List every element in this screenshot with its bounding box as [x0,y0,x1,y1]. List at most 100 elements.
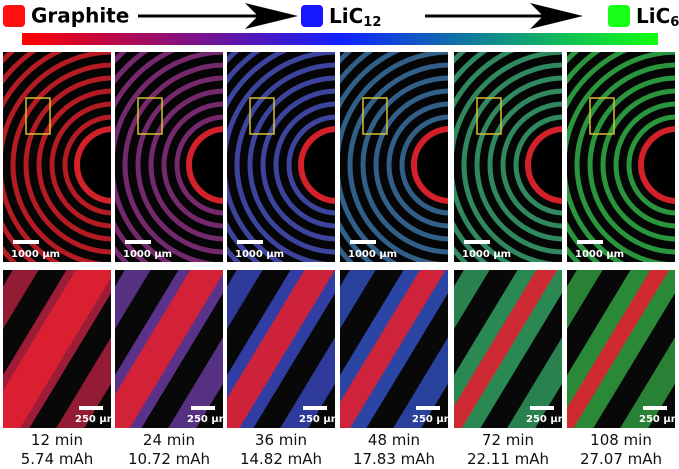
zoom-image: 250 µm [227,270,335,428]
core-ring [186,126,223,204]
capacity-label: 27.07 mAh [580,450,662,468]
scale-bar [13,240,39,244]
hole [81,133,111,197]
electrode-ring [273,101,335,229]
capacity-label: 14.82 mAh [240,450,322,468]
electrode-ring [247,75,335,255]
zoom-image: 250 µm [567,270,679,428]
overview-image: 1000 µm [567,52,675,262]
electrode-ring [122,62,223,262]
scale-bar [125,240,151,244]
color-gradient-bar [22,33,658,45]
core-ring [411,126,448,204]
scale-bar [350,240,376,244]
scale-label: 250 µm [187,414,229,425]
overview-image: 1000 µm [115,52,223,262]
legend-label: Graphite [31,4,129,28]
zoom-box [137,97,163,135]
legend-label: LiC12 [329,4,381,30]
electrode-ring [360,75,448,255]
overview-image: 1000 µm [454,52,562,262]
zoom-box [589,97,615,135]
scale-label: 1000 µm [11,249,60,260]
electrode-ring [36,88,111,242]
zoom-image: 250 µm [340,270,454,428]
scale-bar [303,406,327,410]
capacity-label: 22.11 mAh [467,450,549,468]
time-label: 12 min [31,431,83,449]
electrode-band [115,270,151,329]
electrode-ring [260,88,335,242]
electrode-ring [373,88,448,242]
scale-label: 250 µm [75,414,117,425]
electrode-ring [626,114,675,216]
zoom-image: 250 µm [3,270,117,428]
zoom-box [249,97,275,135]
electrode-band [454,270,558,428]
scale-bar [464,240,490,244]
electrode-band [3,270,39,329]
electrode-ring [234,62,335,262]
legend-subscript: 6 [670,15,679,30]
overview-image: 1000 µm [3,52,111,262]
legend-label-main: LiC [329,4,363,28]
electrode-ring [500,101,562,229]
time-label: 72 min [482,431,534,449]
electrode-ring [461,62,562,262]
core-ring [74,126,111,204]
electrode-ring [286,114,335,216]
electrode-ring [347,62,448,262]
electrode-band [340,270,446,428]
scale-bar [191,406,215,410]
electrode-band [227,270,263,329]
scale-bar [416,406,440,410]
scale-bar [643,406,667,410]
electrode-ring [148,88,223,242]
zoom-image: 250 µm [115,270,229,428]
electrode-ring [587,75,675,255]
hole [418,133,448,197]
scale-label: 250 µm [526,414,568,425]
electrode-band [567,270,670,428]
scale-label: 1000 µm [348,249,397,260]
electrode-ring [513,114,562,216]
hole [305,133,335,197]
legend-label-main: LiC [636,4,670,28]
time-label: 108 min [590,431,652,449]
scale-label: 1000 µm [575,249,624,260]
capacity-label: 17.83 mAh [353,450,435,468]
scale-bar [530,406,554,410]
time-label: 24 min [143,431,195,449]
scale-bar [79,406,103,410]
electrode-ring [135,75,223,255]
overview-image: 1000 µm [340,52,448,262]
electrode-ring [613,101,675,229]
legend-swatch [3,5,25,27]
time-label: 48 min [368,431,420,449]
scale-bar [237,240,263,244]
capacity-label: 10.72 mAh [128,450,210,468]
legend-swatch [301,5,323,27]
electrode-band [115,270,223,428]
legend-label: LiC6 [636,4,679,30]
scale-label: 250 µm [639,414,679,425]
zoom-image: 250 µm [454,270,568,428]
electrode-band [227,270,335,428]
electrode-ring [174,114,223,216]
capacity-label: 5.74 mAh [21,450,94,468]
arrowhead [245,3,298,29]
legend-subscript: 12 [363,15,381,30]
electrode-ring [10,62,111,262]
legend-swatch [608,5,630,27]
scale-label: 1000 µm [235,249,284,260]
zoom-box [25,97,51,135]
electrode-ring [474,75,562,255]
electrode-band [340,270,376,329]
electrode-ring [161,101,223,229]
electrode-ring [600,88,675,242]
electrode-ring [386,101,448,229]
zoom-box [476,97,502,135]
core-ring [638,126,675,204]
scale-label: 250 µm [412,414,454,425]
